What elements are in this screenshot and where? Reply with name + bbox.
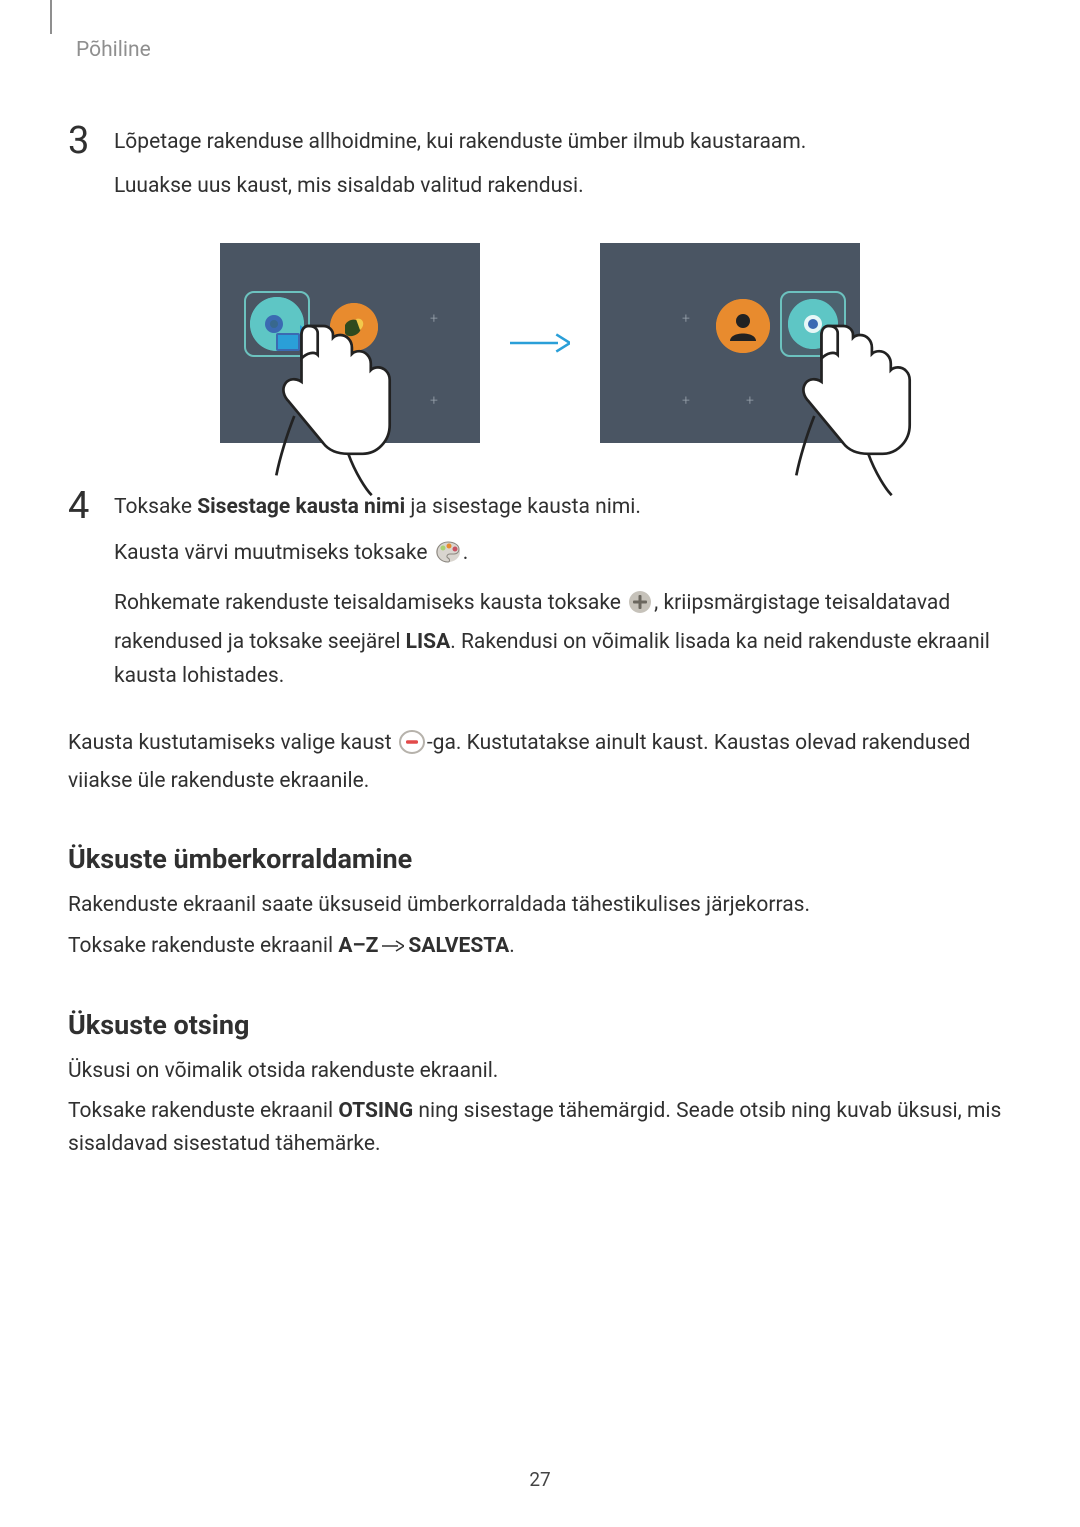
text: Rohkemate rakenduste teisaldamiseks kaus… (114, 591, 626, 615)
plus-mark: + (746, 393, 754, 409)
person-glyph (716, 299, 770, 353)
step-4-body: Toksake Sisestage kausta nimi ja sisesta… (114, 491, 1012, 697)
contacts-glyph (330, 303, 378, 351)
arrow-right-small-icon (382, 930, 404, 963)
app-icon-contacts-2 (716, 299, 770, 353)
text: . (463, 541, 469, 565)
page-header: Põhiline (68, 0, 1012, 62)
step-4: 4 Toksake Sisestage kausta nimi ja sises… (68, 491, 1012, 697)
step-4-line-3: Rohkemate rakenduste teisaldamiseks kaus… (114, 587, 1012, 693)
section2-p1: Üksusi on võimalik otsida rakenduste ekr… (68, 1055, 1012, 1088)
arrow-right-icon (510, 331, 570, 355)
plus-mark: + (682, 393, 690, 409)
text: Kausta kustutamiseks valige kaust (68, 731, 397, 755)
bold-text: A–Z (338, 934, 378, 958)
minus-circle-icon (399, 730, 425, 765)
section1-p2: Toksake rakenduste ekraanil A–Z SALVESTA. (68, 930, 1012, 963)
step-3-body: Lõpetage rakenduse allhoidmine, kui rake… (114, 126, 1012, 207)
heading-reorder: Üksuste ümberkorraldamine (68, 843, 1012, 875)
header-rule (50, 0, 52, 34)
heading-search: Üksuste otsing (68, 1009, 1012, 1041)
step-3: 3 Lõpetage rakenduse allhoidmine, kui ra… (68, 126, 1012, 207)
text: . (509, 934, 515, 958)
text: Toksake (114, 495, 197, 519)
section2-p2: Toksake rakenduste ekraanil OTSING ning … (68, 1095, 1012, 1160)
bold-text: Sisestage kausta nimi (197, 495, 405, 519)
text: Toksake rakenduste ekraanil (68, 1099, 338, 1123)
text: Kausta värvi muutmiseks toksake (114, 541, 433, 565)
bold-text: OTSING (338, 1099, 413, 1123)
paragraph-delete-folder: Kausta kustutamiseks valige kaust -ga. K… (68, 727, 1012, 797)
plus-circle-icon (628, 590, 652, 626)
step-4-line-1: Toksake Sisestage kausta nimi ja sisesta… (114, 491, 1012, 525)
step-number-3: 3 (68, 122, 114, 207)
step-3-line-1: Lõpetage rakenduse allhoidmine, kui rake… (114, 126, 1012, 160)
camera-glyph (250, 297, 304, 351)
app-icon-camera-2 (788, 299, 838, 349)
plus-mark: + (366, 393, 374, 409)
figure-left: + + + + (220, 243, 480, 443)
page-number: 27 (0, 1468, 1080, 1491)
screen-right: + + + + + (600, 243, 860, 443)
figure-row: + + + + (68, 243, 1012, 443)
plus-mark: + (430, 311, 438, 327)
plus-mark: + (430, 393, 438, 409)
step-3-line-2: Luuakse uus kaust, mis sisaldab valitud … (114, 170, 1012, 204)
step-number-4: 4 (68, 487, 114, 697)
app-icon-contacts (330, 303, 378, 351)
step-4-line-2: Kausta värvi muutmiseks toksake . (114, 537, 1012, 576)
text: ja sisestage kausta nimi. (405, 495, 641, 519)
bold-text: LISA (406, 630, 451, 654)
figure-right: + + + + + (600, 243, 860, 443)
text: Toksake rakenduste ekraanil (68, 934, 338, 958)
camera-glyph-2 (788, 299, 838, 349)
bold-text: SALVESTA (408, 934, 509, 958)
app-icon-camera (250, 297, 304, 351)
transition-arrow (510, 331, 570, 355)
screen-left: + + + + (220, 243, 480, 443)
plus-mark: + (682, 311, 690, 327)
palette-icon (435, 540, 461, 576)
section1-p1: Rakenduste ekraanil saate üksuseid ümber… (68, 889, 1012, 922)
